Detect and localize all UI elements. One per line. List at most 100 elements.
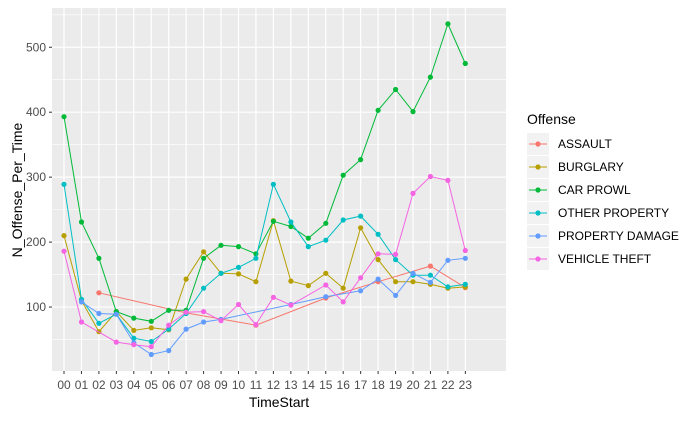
y-tick-label: 100 [26, 300, 46, 314]
data-point [288, 278, 294, 284]
x-tick-label: 22 [441, 378, 455, 392]
data-point [235, 301, 242, 308]
series-vehicle-theft [61, 173, 468, 350]
data-point [427, 279, 433, 285]
legend-label: PROPERTY DAMAGE [558, 229, 679, 243]
data-point [340, 217, 346, 223]
x-tick-label: 20 [406, 378, 420, 392]
data-point [288, 223, 294, 230]
series-line [63, 22, 466, 322]
data-point [253, 322, 259, 328]
data-point [183, 326, 189, 332]
data-point [393, 86, 399, 93]
data-point [270, 181, 276, 187]
x-tick-label: 14 [302, 378, 316, 392]
data-point [375, 276, 381, 282]
x-tick-label: 04 [127, 378, 141, 392]
x-axis-ticks: 00 01 02 03 04 05 06 07 08 09 10 11 12 13 14 15 16 17 18 19… [57, 371, 472, 392]
data-point [427, 263, 433, 269]
data-point [201, 249, 207, 255]
legend-label: BURGLARY [558, 160, 624, 174]
data-point [61, 114, 67, 120]
data-point [201, 309, 207, 315]
data-point [393, 279, 399, 285]
x-tick-label: 16 [337, 378, 351, 392]
data-point [166, 326, 172, 332]
data-point [427, 173, 433, 180]
x-tick-label: 09 [214, 378, 228, 392]
data-point [218, 242, 224, 248]
x-tick-label: 08 [197, 378, 211, 392]
y-tick-label: 500 [26, 40, 46, 54]
data-point [358, 275, 364, 281]
legend-key-point [535, 164, 541, 170]
data-point [253, 279, 259, 285]
legend-item: VEHICLE THEFT [527, 248, 652, 270]
data-point [305, 235, 311, 241]
legend-label: ASSAULT [558, 137, 612, 151]
series-car-prowl [61, 21, 468, 324]
data-point [253, 255, 259, 261]
data-point [288, 302, 294, 308]
x-tick-label: 11 [250, 378, 263, 392]
data-point [131, 327, 137, 333]
data-point [201, 285, 207, 291]
data-point [78, 319, 85, 325]
data-point [96, 290, 102, 296]
data-point [166, 307, 172, 313]
data-point [323, 294, 329, 300]
data-point [393, 292, 399, 298]
legend-key-point [535, 187, 541, 193]
data-point [445, 284, 451, 290]
legend-item: BURGLARY [527, 156, 624, 178]
y-tick-label: 200 [26, 235, 46, 249]
x-tick-label: 12 [267, 378, 281, 392]
data-point [113, 339, 119, 345]
data-point [445, 257, 451, 263]
data-point [131, 342, 137, 348]
y-axis-ticks: 100 200 300 400 500 [26, 40, 52, 314]
series-line [63, 175, 466, 348]
x-tick-label: 13 [284, 378, 298, 392]
legend-label: OTHER PROPERTY [558, 206, 669, 220]
x-tick-label: 01 [75, 378, 89, 392]
data-point [148, 325, 154, 331]
data-point [148, 351, 154, 358]
data-point [462, 281, 468, 287]
data-point [218, 270, 224, 276]
data-point [427, 74, 433, 80]
x-tick-label: 07 [179, 378, 193, 392]
data-point [235, 264, 242, 270]
x-tick-label: 15 [319, 378, 333, 392]
data-point [410, 109, 416, 115]
data-point [235, 244, 242, 250]
y-tick-label: 400 [26, 105, 46, 119]
series-other-property [61, 181, 468, 345]
legend-key-point [535, 141, 541, 147]
series-layer [61, 21, 468, 358]
data-point [183, 276, 189, 282]
data-point [323, 220, 329, 226]
data-point [166, 322, 172, 328]
data-point [323, 237, 329, 243]
x-tick-label: 18 [371, 378, 385, 392]
data-point [218, 318, 224, 324]
data-point [166, 348, 172, 354]
y-tick-label: 300 [26, 170, 46, 184]
legend-key-point [535, 210, 541, 216]
data-point [305, 283, 311, 289]
x-axis-title: TimeStart [249, 394, 309, 410]
legend-label: VEHICLE THEFT [558, 252, 652, 266]
data-point [183, 309, 189, 315]
x-tick-label: 19 [389, 378, 403, 392]
data-point [78, 219, 85, 225]
legend-item: CAR PROWL [527, 179, 631, 201]
data-point [358, 288, 364, 294]
data-point [462, 60, 468, 67]
data-point [148, 344, 154, 350]
data-point [375, 257, 381, 263]
data-point [235, 271, 242, 277]
data-point [445, 177, 451, 183]
